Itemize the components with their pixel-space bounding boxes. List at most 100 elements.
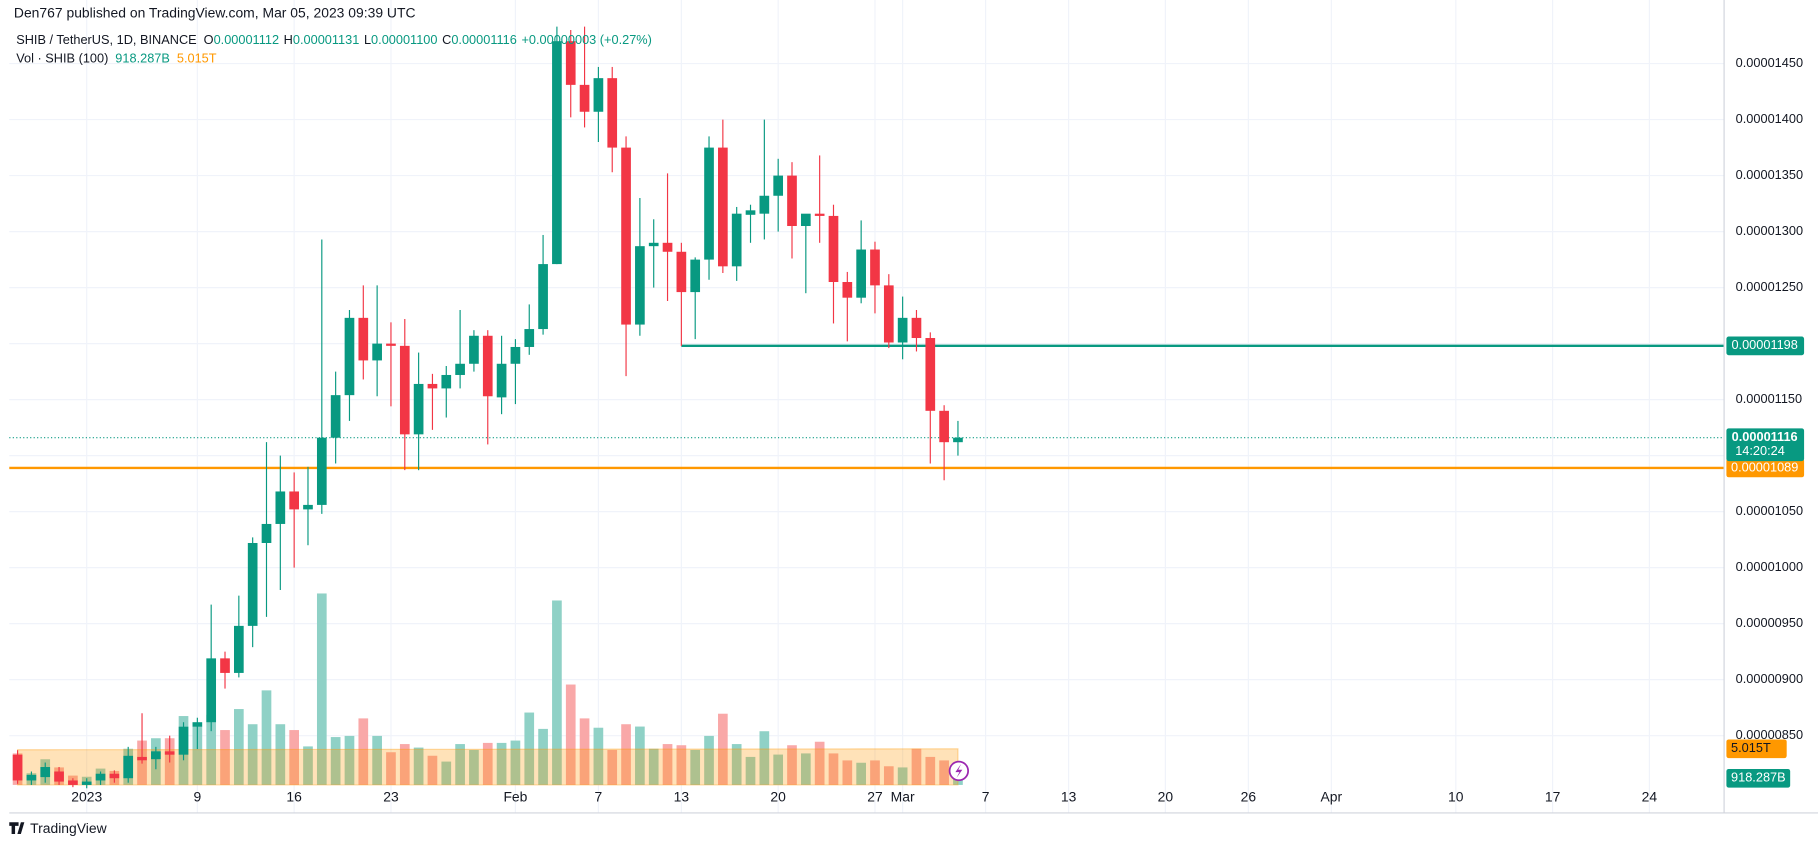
candle-body bbox=[635, 246, 645, 325]
ohlc-value: 0.00001112 bbox=[214, 32, 279, 47]
volume-bar bbox=[648, 748, 659, 785]
legend-volume: Vol · SHIB (100) 918.287B 5.015T bbox=[16, 51, 217, 66]
x-tick-label: Feb bbox=[503, 788, 527, 804]
candle-body bbox=[413, 383, 424, 435]
candle-body bbox=[109, 773, 120, 779]
icon-bolt[interactable] bbox=[955, 763, 963, 778]
candle-body bbox=[123, 755, 134, 779]
last-price-tag bbox=[1726, 428, 1805, 462]
candle-body bbox=[54, 771, 64, 782]
ohlc-key: H bbox=[284, 32, 293, 47]
candle-body bbox=[427, 383, 438, 389]
volume-bar bbox=[496, 742, 507, 785]
candle-body bbox=[220, 658, 230, 673]
volume-bar bbox=[524, 712, 535, 785]
candle-body bbox=[289, 491, 299, 510]
volume-bar bbox=[897, 767, 908, 785]
volume-bar bbox=[842, 760, 853, 785]
levels bbox=[9, 344, 1725, 470]
y-tick-label: 0.00001300 bbox=[1736, 223, 1803, 238]
candle-body bbox=[344, 317, 355, 396]
x-tick-label: 26 bbox=[1241, 788, 1257, 804]
volume-bar bbox=[441, 761, 452, 785]
x-tick-label: Apr bbox=[1321, 788, 1343, 804]
volume-bar bbox=[800, 753, 811, 785]
volume-bar bbox=[704, 735, 714, 785]
ohlc-value: 0.00001131 bbox=[293, 32, 359, 47]
candle-body bbox=[40, 767, 51, 778]
candle-body bbox=[137, 756, 147, 761]
y-tick-label: 0.00001050 bbox=[1736, 503, 1803, 518]
x-tick-label: 24 bbox=[1642, 788, 1658, 804]
volume-bar bbox=[330, 737, 341, 785]
ohlc-key: C bbox=[442, 32, 451, 47]
volume-bar bbox=[939, 760, 949, 785]
volume-bar bbox=[773, 754, 784, 785]
volume-bar bbox=[192, 726, 203, 785]
legend-symbol: SHIB / TetherUS, 1D, BINANCE O0.00001112 H… bbox=[16, 32, 652, 47]
volume-bar bbox=[635, 726, 645, 785]
candle-body bbox=[593, 78, 604, 112]
y-tick-label: 0.00001450 bbox=[1736, 55, 1803, 70]
candle-body bbox=[206, 658, 217, 723]
volume-bar bbox=[247, 724, 258, 785]
countdown-text: 14:20:24 bbox=[1735, 443, 1785, 458]
candle-body bbox=[911, 317, 922, 339]
ohlc-key: L bbox=[364, 32, 371, 47]
lightning-icon[interactable] bbox=[948, 760, 970, 782]
volume-bar bbox=[718, 713, 728, 785]
candle-body bbox=[455, 363, 465, 375]
x-tick-label: 13 bbox=[1061, 788, 1077, 804]
change: +0.00000003 (+0.27%) bbox=[521, 32, 651, 47]
volume-bar bbox=[399, 744, 410, 785]
candle-body bbox=[192, 722, 203, 727]
candle-body bbox=[247, 542, 258, 626]
candle-body bbox=[787, 175, 797, 227]
candle-body bbox=[690, 259, 701, 293]
x-tick-label: 20 bbox=[770, 788, 786, 804]
candle-body bbox=[233, 625, 244, 673]
level-tag-text: 0.00001198 bbox=[1731, 337, 1797, 352]
x-tick-label: 13 bbox=[674, 788, 690, 804]
volume-bar bbox=[579, 718, 590, 785]
x-tick-label: 16 bbox=[286, 788, 302, 804]
candle-body bbox=[386, 343, 396, 346]
x-tick-label: Mar bbox=[891, 788, 915, 804]
volume-bar bbox=[469, 749, 479, 785]
volume-bar bbox=[925, 756, 936, 785]
candle-body bbox=[759, 195, 770, 214]
candle-body bbox=[538, 264, 548, 330]
candle-body bbox=[496, 363, 507, 398]
y-tick-label: 0.00001400 bbox=[1736, 111, 1803, 126]
x-tick-label: 27 bbox=[867, 788, 883, 804]
volume-bar bbox=[275, 724, 286, 785]
candle-body bbox=[275, 491, 286, 524]
candle-body bbox=[26, 774, 37, 781]
level-tag bbox=[1726, 458, 1805, 478]
candle-body bbox=[151, 751, 161, 760]
candles bbox=[12, 26, 963, 789]
volume-bar bbox=[538, 728, 548, 785]
volume-bar bbox=[565, 684, 576, 785]
footer-logo bbox=[9, 822, 25, 834]
candle-body bbox=[178, 726, 189, 755]
volume-bar bbox=[289, 730, 299, 785]
volume-bar bbox=[607, 749, 618, 785]
publisher: Den767 published on TradingView.com, Mar… bbox=[14, 5, 416, 21]
volume-bar bbox=[386, 752, 396, 785]
volume-bar bbox=[828, 753, 839, 785]
candle-body bbox=[648, 242, 659, 247]
candle-body bbox=[372, 343, 382, 361]
volume-bar bbox=[676, 745, 687, 785]
candle-body bbox=[12, 754, 23, 781]
candle-body bbox=[814, 213, 825, 216]
candle-body bbox=[773, 175, 784, 196]
logo-mark bbox=[9, 822, 25, 834]
y-tick-label: 0.00001000 bbox=[1736, 559, 1803, 574]
x-tick-label: 20 bbox=[1158, 788, 1174, 804]
volume-bar bbox=[662, 744, 673, 785]
candle-body bbox=[897, 317, 908, 343]
volume-bar bbox=[759, 731, 770, 785]
